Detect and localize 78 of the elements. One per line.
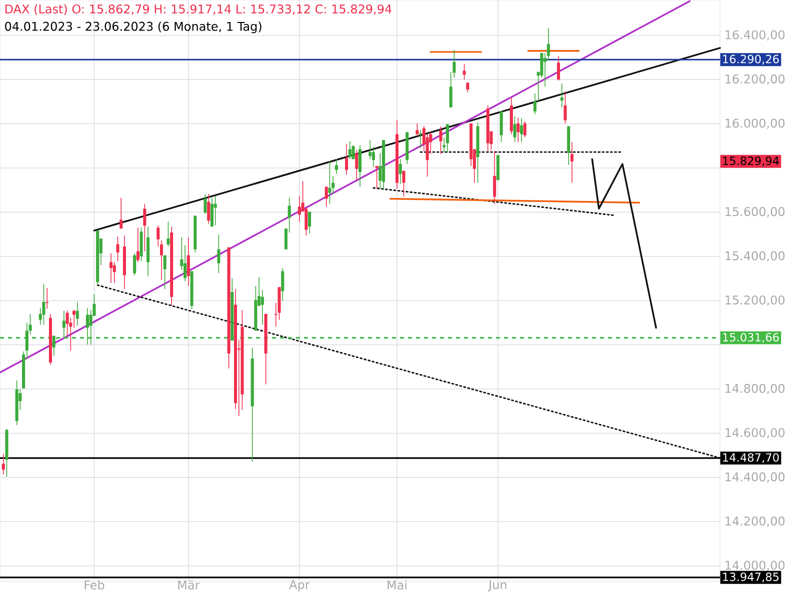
candlestick <box>217 234 220 274</box>
candlestick <box>120 197 123 229</box>
candlestick <box>368 140 372 160</box>
candlestick <box>210 197 214 227</box>
candlestick <box>466 82 470 93</box>
candlestick <box>523 120 526 138</box>
ref-line-label: 15.031,66 <box>723 332 779 343</box>
y-tick-label: 14.400,00 <box>726 472 785 483</box>
x-tick-label: Jun <box>488 580 506 592</box>
candlestick <box>76 302 79 326</box>
candlestick <box>560 83 564 108</box>
candlestick <box>348 140 352 160</box>
x-tick-label: Apr <box>289 580 310 592</box>
candlestick <box>116 236 120 262</box>
candlestick <box>2 453 5 475</box>
candlestick <box>513 116 516 143</box>
y-tick-label: 15.600,00 <box>726 207 785 218</box>
candlestick <box>398 158 402 184</box>
candlestick <box>355 150 358 182</box>
candlestick <box>416 122 419 137</box>
y-tick-label: 14.200,00 <box>726 516 785 527</box>
y-tick-label: 14.600,00 <box>726 428 785 438</box>
candlestick <box>42 284 46 326</box>
candlestick <box>133 252 136 276</box>
x-tick-label: Feb <box>84 580 104 590</box>
candlestick <box>324 186 328 208</box>
y-tick-label: 16.000,00 <box>726 118 785 129</box>
candlestick <box>214 195 217 226</box>
y-tick-label: 14.000,00 <box>726 560 785 572</box>
candlestick <box>570 142 574 184</box>
y-tick-label: 16.400,00 <box>726 30 785 41</box>
candlestick <box>516 116 520 143</box>
candlestick <box>298 195 301 222</box>
candlestick <box>375 166 378 190</box>
candlestick <box>136 227 140 263</box>
candlestick <box>328 160 332 204</box>
ref-line-label: 13.947,85 <box>723 572 779 582</box>
x-tick-label: Mär <box>178 580 200 590</box>
x-tick-label: Mai <box>388 580 406 590</box>
y-tick-label: 14.800,00 <box>726 384 785 394</box>
candlestick <box>500 111 503 143</box>
candlestick <box>281 268 284 302</box>
candlestick <box>46 288 49 310</box>
candlestick <box>207 193 210 224</box>
candlestick <box>556 56 560 82</box>
candlestick <box>86 308 89 345</box>
y-tick-label: 16.200,00 <box>726 74 785 85</box>
candlestick <box>204 193 207 214</box>
candlestick <box>52 335 56 356</box>
text: 04.01.2023 - 23.06.2023 (6 Monate, 1 Tag) <box>5 22 262 34</box>
candlestick <box>345 144 348 176</box>
candlestick <box>533 93 536 115</box>
candlestick <box>163 254 166 290</box>
candlestick <box>72 309 76 328</box>
text: 15.829,94 <box>723 156 779 166</box>
candlestick <box>402 170 406 198</box>
candlestick <box>352 144 355 160</box>
ref-line-label: 16.290,26 <box>723 54 779 64</box>
candlestick <box>166 221 170 247</box>
candlestick <box>334 158 338 174</box>
candlestick <box>520 118 524 143</box>
y-tick-label: 15.200,00 <box>726 295 785 306</box>
chart-title: DAX (Last) O: 15.862,79 H: 15.917,14 L: 15.733,12 C: 15.829,94 <box>5 4 392 15</box>
line-series <box>591 158 657 329</box>
candlestick <box>308 211 312 234</box>
candlestick <box>110 252 113 284</box>
candlestick <box>439 126 442 154</box>
candlestick <box>143 203 146 252</box>
y-tick-label: 15.400,00 <box>726 251 785 262</box>
candlestick <box>462 63 466 80</box>
candlestick <box>493 150 496 204</box>
candlestick <box>446 124 449 152</box>
candlestick <box>564 91 567 124</box>
candlestick <box>186 236 190 286</box>
candlestick <box>358 144 362 188</box>
candlestick <box>62 310 66 338</box>
candlestick <box>260 290 264 326</box>
ref-line-label: 14.487,70 <box>723 453 779 463</box>
